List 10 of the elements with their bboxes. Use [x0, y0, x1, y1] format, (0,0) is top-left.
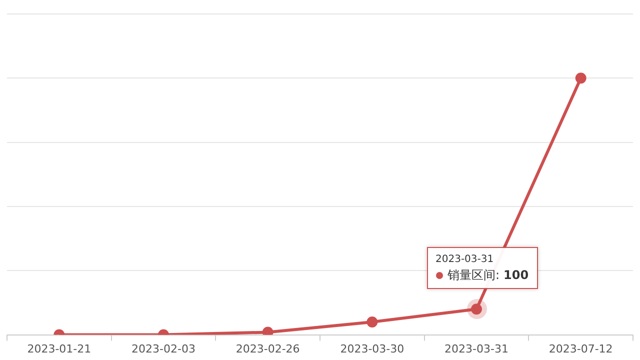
x-tick-label: 2023-02-26 [236, 342, 300, 356]
x-tick-label: 2023-03-30 [340, 342, 404, 356]
legend-label: 销量区间: [448, 268, 500, 282]
x-tick-label: 2023-02-03 [132, 342, 196, 356]
annotation: 100 [504, 268, 529, 282]
x-tick-label: 2023-07-12 [548, 342, 613, 356]
x-tick-label: 2023-03-31 [444, 342, 508, 356]
x-tick-label: 2023-01-21 [27, 342, 92, 356]
tooltip-box: 2023-03-31 销量区间: 100 [426, 247, 538, 290]
annotation: 2023-03-31 [436, 254, 494, 266]
